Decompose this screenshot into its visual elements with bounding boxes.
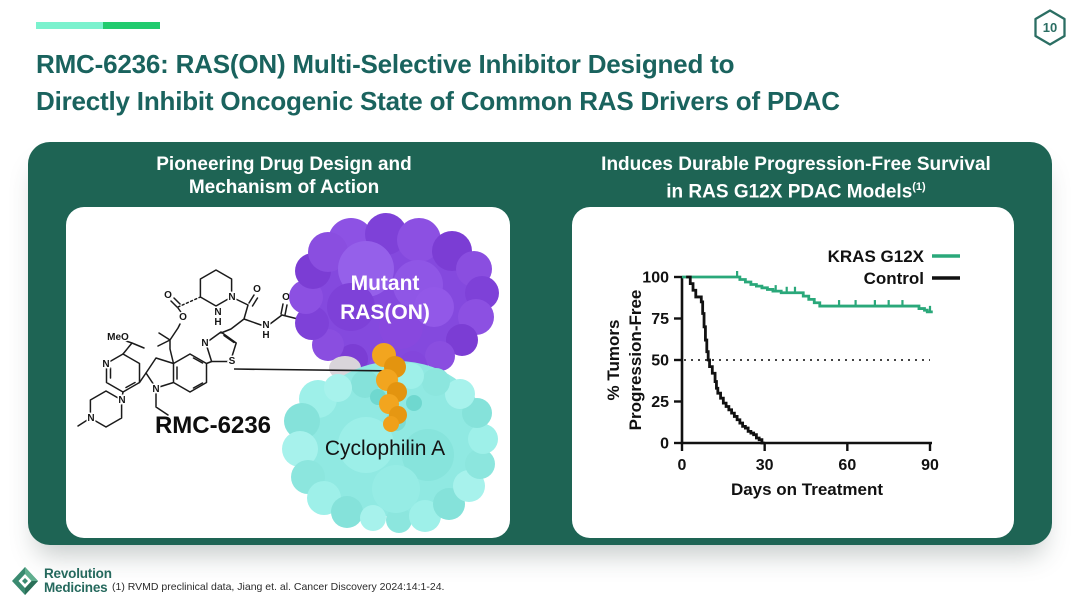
svg-text:Control: Control [864, 269, 924, 288]
svg-text:N: N [214, 307, 221, 318]
svg-text:N: N [87, 413, 94, 424]
svg-text:O: O [179, 312, 187, 323]
right-panel-header: Induces Durable Progression-Free Surviva… [540, 153, 1052, 203]
svg-text:N: N [262, 320, 269, 331]
x-axis-ticks: 0 30 60 90 [678, 443, 939, 474]
left-header-line2: Mechanism of Action [188, 177, 380, 198]
left-panel-header: Pioneering Drug Design and Mechanism of A… [28, 153, 540, 199]
revolution-medicines-logo-icon [10, 565, 40, 597]
slide-title-line1: RMC-6236: RAS(ON) Multi-Selective Inhibi… [36, 49, 735, 79]
svg-text:H: H [214, 317, 221, 328]
mutant-ras-label-line2: RAS(ON) [340, 301, 430, 324]
cyclophilin-label: Cyclophilin A [325, 437, 445, 460]
page-number-badge: 10 [1030, 7, 1070, 49]
left-header-line1: Pioneering Drug Design and [156, 154, 412, 175]
svg-text:N: N [228, 292, 235, 303]
hexagon-icon [1034, 9, 1066, 46]
y-axis-ticks: 0 25 50 75 100 [642, 270, 682, 453]
svg-text:25: 25 [651, 394, 669, 411]
svg-text:S: S [229, 356, 236, 367]
chart-legend: KRAS G12X Control [828, 247, 960, 288]
svg-text:90: 90 [921, 457, 939, 474]
logo-line2: Medicines [44, 580, 108, 595]
y-axis-title-line1: % Tumors [604, 320, 623, 401]
svg-text:O: O [253, 284, 261, 295]
mechanism-card: MeO N N N N N S N N H O O O N H O RMC-6236 [66, 207, 510, 538]
revolution-medicines-logo-text: Revolution Medicines [44, 567, 112, 595]
accent-bar-green [103, 22, 160, 29]
molecule-to-ligand-connector [233, 368, 395, 372]
svg-text:H: H [262, 330, 269, 341]
svg-text:N: N [152, 384, 159, 395]
right-header-line2: in RAS G12X PDAC Models [666, 181, 913, 203]
km-survival-chart: 0 30 60 90 0 25 50 75 100 KRAS G12X Control Days… [604, 247, 960, 499]
y-axis-title-line2: Progression-Free [626, 290, 645, 431]
svg-text:100: 100 [642, 270, 669, 287]
survival-curves [682, 275, 933, 445]
molecule-double-bonds [109, 294, 288, 389]
mechanism-column: Pioneering Drug Design and Mechanism of A… [28, 142, 540, 545]
page-number: 10 [1043, 20, 1057, 35]
molecule-stereo-bond [177, 296, 202, 308]
accent-bar-mint [36, 22, 103, 29]
svg-text:0: 0 [678, 457, 687, 474]
x-axis-title: Days on Treatment [731, 480, 883, 499]
svg-text:N: N [118, 395, 125, 406]
content-panel: Pioneering Drug Design and Mechanism of A… [28, 142, 1052, 545]
svg-text:N: N [201, 338, 208, 349]
logo-line1: Revolution [44, 566, 112, 581]
svg-text:O: O [282, 292, 290, 303]
footnote-ref: (1) [912, 181, 926, 193]
survival-chart-card: 0 30 60 90 0 25 50 75 100 KRAS G12X Control Days… [572, 207, 1014, 538]
censor-marks [736, 271, 932, 313]
svg-text:N: N [102, 359, 109, 370]
svg-text:KRAS G12X: KRAS G12X [828, 247, 925, 266]
svg-text:75: 75 [651, 311, 669, 328]
molecule-name-label: RMC-6236 [155, 412, 271, 439]
svg-text:MeO: MeO [107, 332, 129, 343]
svg-text:30: 30 [756, 457, 774, 474]
slide-title-line2: Directly Inhibit Oncogenic State of Comm… [36, 86, 840, 116]
mutant-ras-label-line1: Mutant [351, 272, 420, 295]
svg-text:50: 50 [651, 353, 669, 370]
footnote: (1) RVMD preclinical data, Jiang et. al.… [112, 581, 445, 593]
survival-column: Induces Durable Progression-Free Surviva… [540, 142, 1052, 545]
svg-text:O: O [164, 290, 172, 301]
svg-text:60: 60 [838, 457, 856, 474]
svg-text:0: 0 [660, 436, 669, 453]
slide-title: RMC-6236: RAS(ON) Multi-Selective Inhibi… [36, 46, 840, 120]
bound-ligand-orange [372, 343, 407, 432]
right-header-line1: Induces Durable Progression-Free Surviva… [601, 154, 991, 175]
